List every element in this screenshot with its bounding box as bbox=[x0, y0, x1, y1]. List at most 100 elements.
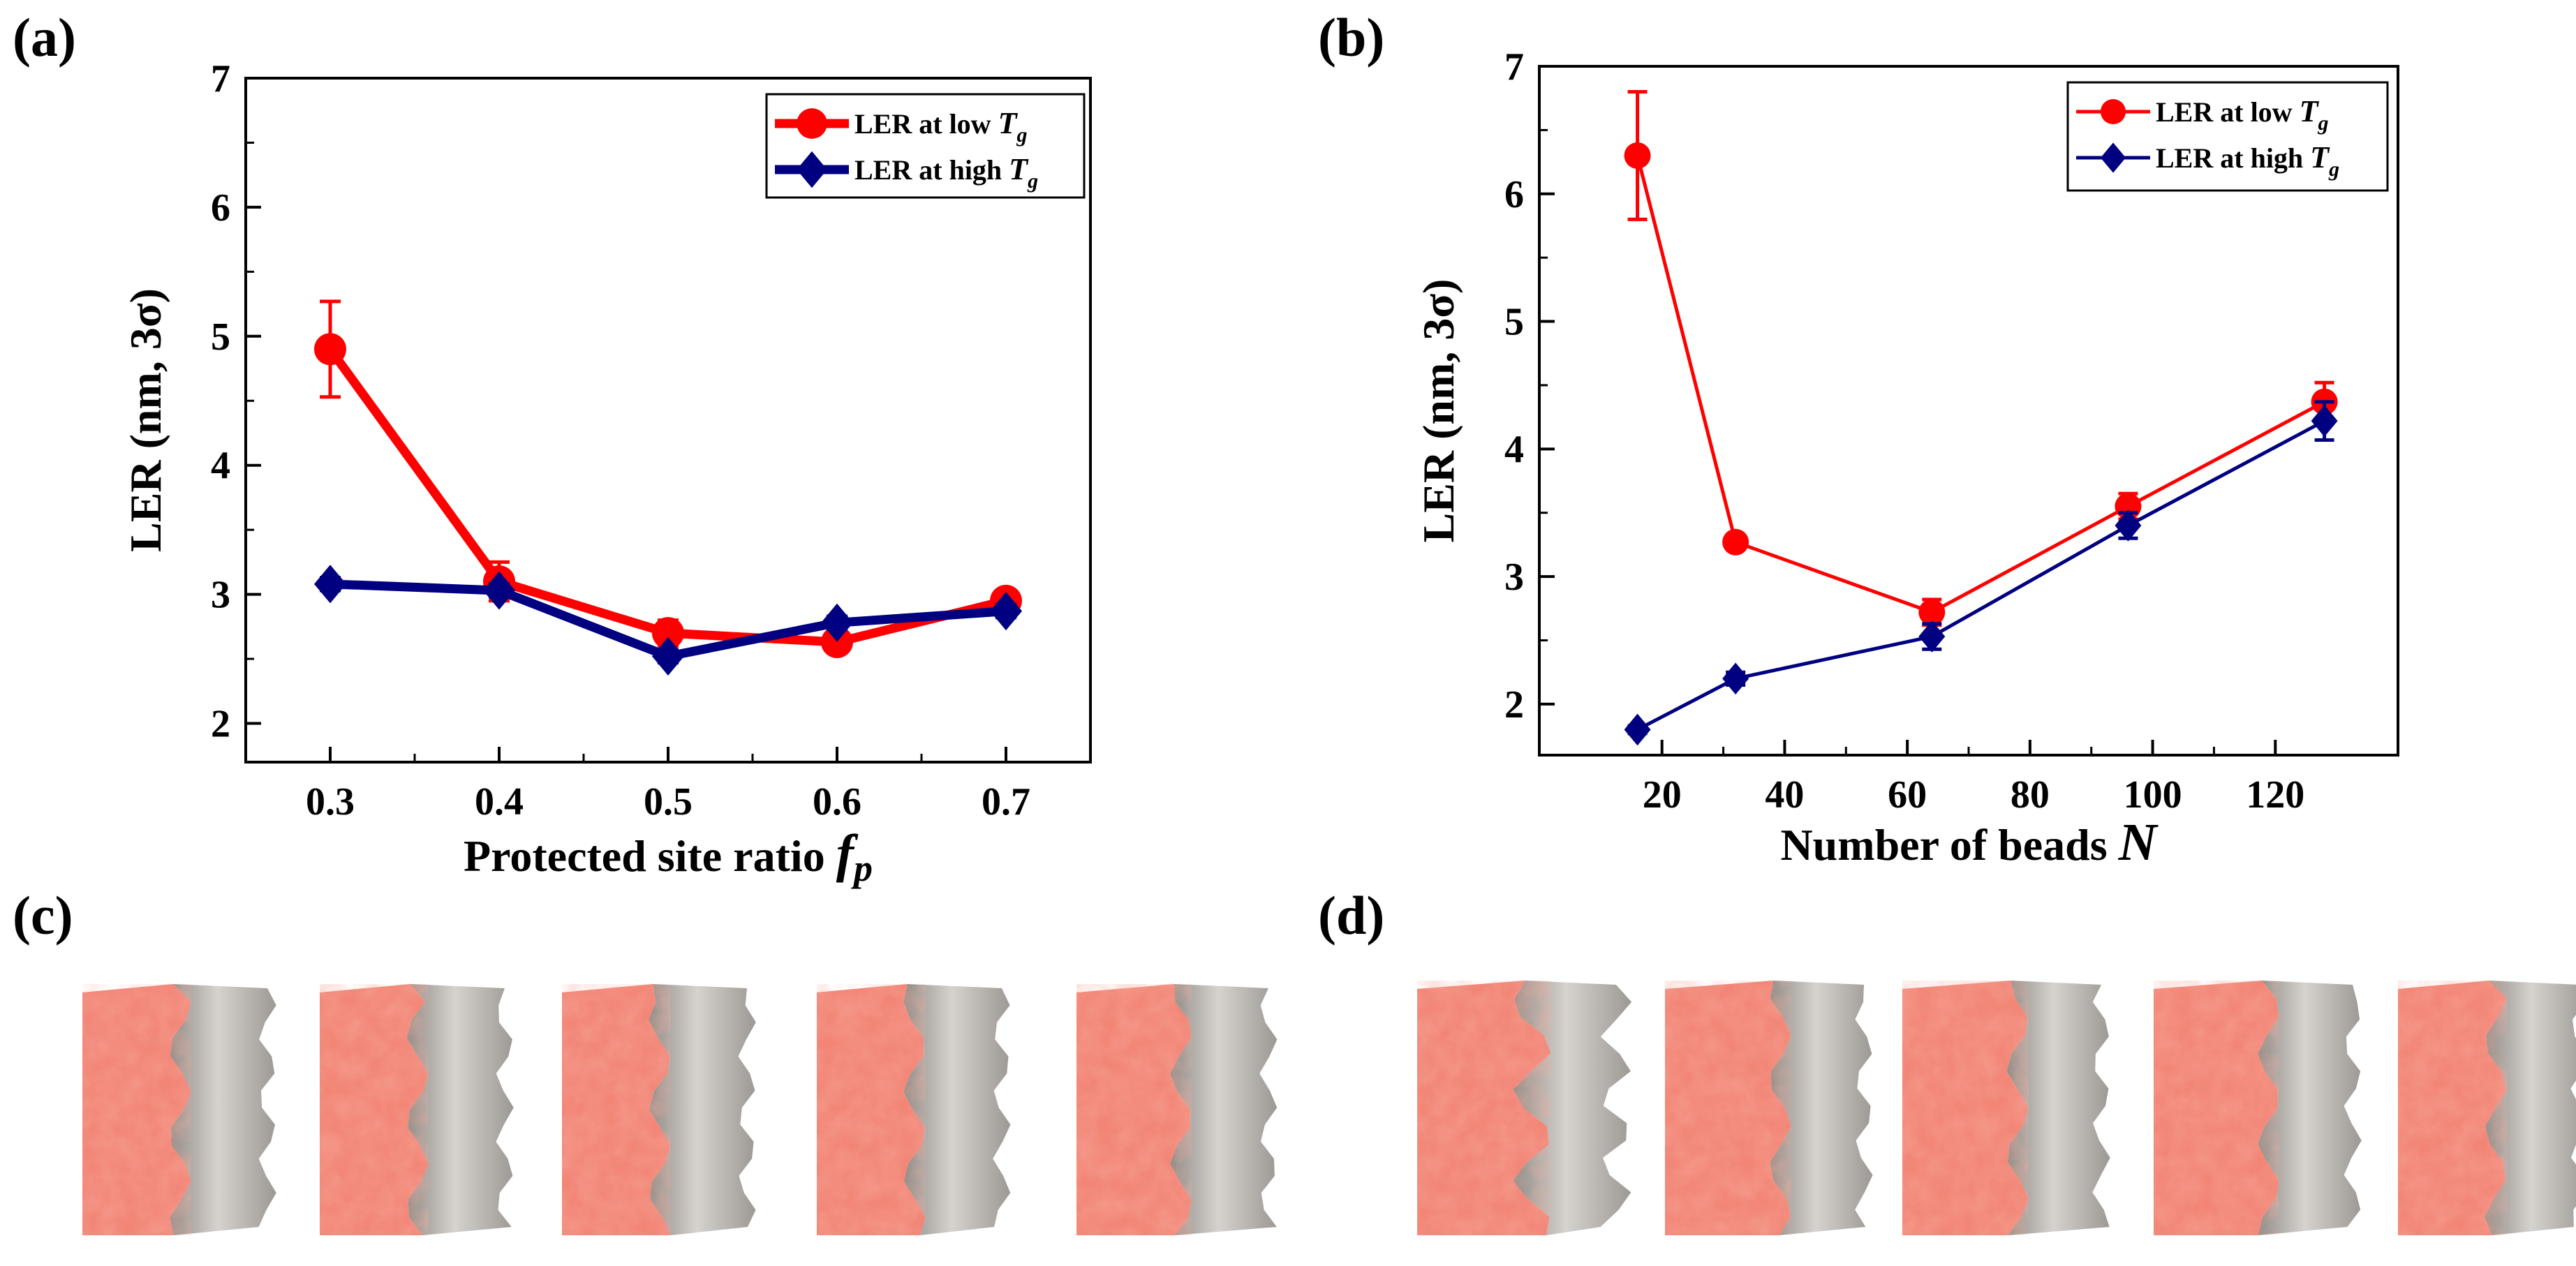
x-axis-label-symbol: N bbox=[2118, 813, 2159, 872]
legend-label-text: LER at high bbox=[854, 154, 1009, 186]
surface-red-texture bbox=[1902, 981, 2029, 1235]
y-tick-label: 4 bbox=[1504, 428, 1524, 471]
y-axis-label: LER (nm, 3σ) bbox=[1414, 279, 1463, 543]
x-axis-label: Number of beads N bbox=[1780, 813, 2159, 872]
chart-a: 0.3 0.4 0.5 0.6 0.7 2 3 4 5 6 7 Protected site rati… bbox=[121, 57, 1092, 889]
panel-label-b: (b) bbox=[1318, 7, 1384, 68]
x-tick-label: 0.5 bbox=[644, 780, 693, 824]
surface-render-d bbox=[1665, 981, 1873, 1235]
x-tick-label: 0.7 bbox=[982, 780, 1030, 824]
legend-label-subscript: g bbox=[1027, 170, 1038, 193]
surface-render-c bbox=[320, 984, 514, 1235]
series-low-tg bbox=[314, 299, 1022, 659]
y-tick-label: 3 bbox=[211, 574, 230, 617]
surface-red-texture bbox=[320, 984, 429, 1235]
legend-label-subscript: g bbox=[2317, 112, 2328, 135]
surface-gray-face bbox=[170, 984, 276, 1235]
legend-label-symbol: T bbox=[1009, 152, 1029, 186]
x-tick-label: 100 bbox=[2124, 773, 2182, 817]
series-high-tg bbox=[314, 565, 1022, 676]
y-tick-label: 7 bbox=[211, 57, 230, 100]
series-high-tg bbox=[1624, 400, 2338, 746]
surface-gray-face bbox=[1513, 981, 1632, 1235]
data-point bbox=[1918, 620, 1946, 653]
surface-render-c bbox=[82, 984, 276, 1235]
surface-render-c bbox=[562, 984, 756, 1235]
y-tick-label: 7 bbox=[1504, 45, 1524, 89]
surface-gray-face bbox=[903, 984, 1011, 1235]
surface-render-c bbox=[817, 984, 1011, 1235]
surface-render-d bbox=[1902, 981, 2110, 1235]
x-tick-label: 0.3 bbox=[306, 780, 355, 824]
surface-red-texture bbox=[562, 984, 671, 1235]
data-point bbox=[2311, 405, 2338, 437]
x-tick-label: 40 bbox=[1765, 773, 1804, 817]
y-tick-label: 6 bbox=[1504, 173, 1524, 216]
surface-red-texture bbox=[1417, 981, 1551, 1235]
x-tick-label: 80 bbox=[2011, 773, 2050, 817]
data-point bbox=[1624, 142, 1651, 169]
legend-label-text: LER at low bbox=[854, 108, 998, 140]
surface-gray-face bbox=[1770, 981, 1873, 1235]
x-tick-label: 0.6 bbox=[813, 780, 861, 824]
data-point bbox=[652, 617, 684, 650]
surface-render-d bbox=[2398, 981, 2576, 1235]
data-point bbox=[314, 565, 346, 604]
data-point bbox=[821, 603, 853, 642]
panel-label-d: (d) bbox=[1318, 885, 1384, 946]
surface-red-texture bbox=[2398, 981, 2507, 1235]
legend-box bbox=[2066, 81, 2389, 192]
legend-label-text: LER at high bbox=[2156, 142, 2310, 174]
legend-label-symbol: T bbox=[2300, 94, 2320, 128]
legend-marker bbox=[797, 108, 827, 139]
y-tick-label: 6 bbox=[211, 186, 230, 230]
panel-label-a: (a) bbox=[13, 7, 76, 68]
surface-red-texture bbox=[1665, 981, 1791, 1235]
surface-red-texture bbox=[82, 984, 191, 1235]
surface-red-texture bbox=[2154, 981, 2279, 1235]
data-point bbox=[483, 571, 515, 610]
x-tick-label: 20 bbox=[1643, 773, 1682, 817]
y-tick-label: 5 bbox=[211, 315, 230, 359]
surface-gray-face bbox=[1170, 984, 1278, 1235]
y-tick-label: 2 bbox=[1504, 683, 1524, 727]
surface-red-texture bbox=[817, 984, 926, 1235]
x-axis-label-subscript: p bbox=[851, 847, 873, 889]
data-point bbox=[1722, 662, 1749, 695]
legend-label: LER at low Tg bbox=[854, 106, 1027, 147]
panel-label-c: (c) bbox=[13, 885, 73, 946]
x-tick-label: 60 bbox=[1888, 773, 1927, 817]
data-point bbox=[821, 626, 853, 659]
x-axis-label-text: Number of beads bbox=[1780, 820, 2118, 870]
data-point bbox=[1722, 528, 1749, 556]
x-axis-label-text: Protected site ratio bbox=[464, 831, 836, 881]
legend-label-subscript: g bbox=[2328, 158, 2339, 181]
legend-marker bbox=[2100, 98, 2126, 125]
y-tick-label: 2 bbox=[211, 703, 230, 746]
y-tick-label: 5 bbox=[1504, 301, 1524, 344]
x-tick-label: 120 bbox=[2246, 773, 2304, 817]
data-point bbox=[1918, 599, 1946, 626]
y-tick-label: 3 bbox=[1504, 556, 1524, 599]
x-axis-label: Protected site ratio fp bbox=[464, 824, 873, 889]
surface-row-c bbox=[82, 984, 1278, 1235]
data-point bbox=[314, 333, 346, 366]
legend-label-symbol: T bbox=[2310, 140, 2330, 174]
legend-label: LER at low Tg bbox=[2156, 94, 2328, 135]
surface-red-texture bbox=[1076, 984, 1192, 1235]
chart-b: 20 40 60 80 100 120 2 3 4 5 6 7 Number of beads N LER… bbox=[1414, 45, 2399, 872]
data-point bbox=[1624, 713, 1651, 746]
y-tick-label: 4 bbox=[211, 445, 230, 488]
legend-marker bbox=[797, 151, 827, 188]
surface-gray-face bbox=[406, 984, 514, 1235]
series-line bbox=[326, 346, 1007, 647]
legend-label-symbol: T bbox=[998, 106, 1019, 140]
legend-label-text: LER at low bbox=[2156, 96, 2300, 128]
legend-label: LER at high Tg bbox=[2156, 140, 2339, 181]
legend-label: LER at high Tg bbox=[854, 152, 1038, 193]
data-point bbox=[990, 592, 1022, 631]
surface-gray-face bbox=[2006, 981, 2110, 1235]
